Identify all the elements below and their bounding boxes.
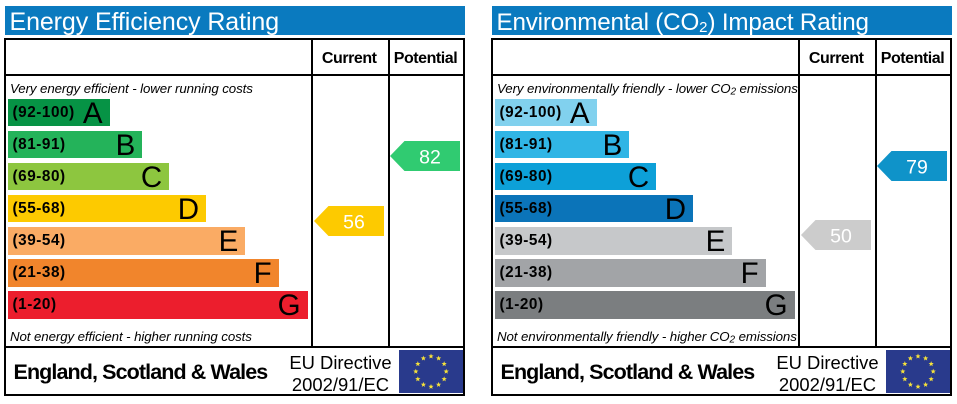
svg-text:82: 82 (420, 146, 442, 168)
svg-text:56: 56 (343, 211, 365, 233)
svg-text:79: 79 (907, 156, 929, 178)
svg-text:50: 50 (830, 225, 852, 247)
